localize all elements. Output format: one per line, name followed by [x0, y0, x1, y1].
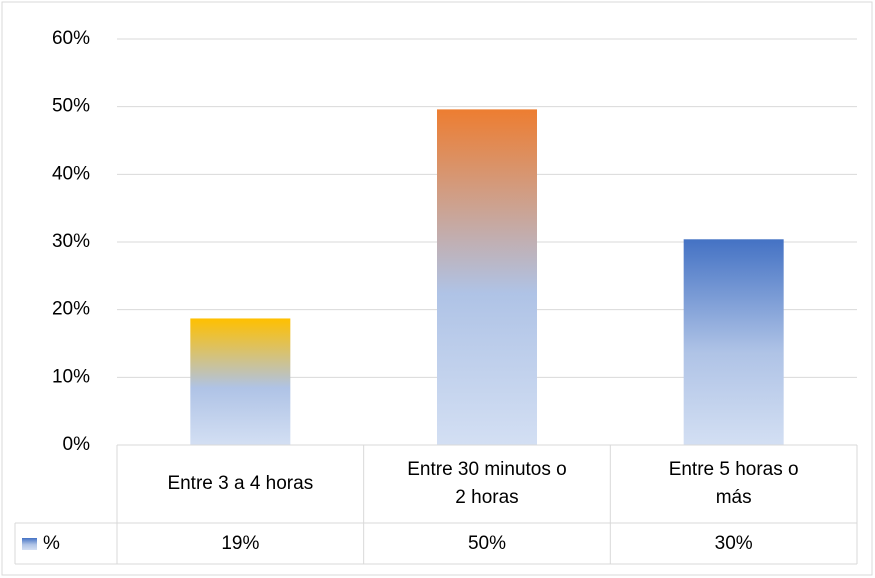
y-tick-label: 60% — [52, 28, 90, 49]
y-tick-label: 40% — [52, 163, 90, 184]
bar — [190, 318, 291, 445]
y-tick-label: 20% — [52, 299, 90, 320]
x-tick-label: Entre 30 minutos o 2 horas — [407, 459, 567, 508]
data-table-value: 50% — [467, 532, 506, 554]
legend-label: % — [43, 533, 60, 554]
y-tick-label: 50% — [52, 96, 90, 117]
data-table-value: 30% — [714, 532, 753, 554]
data-table-value: 19% — [221, 532, 260, 554]
y-tick-label: 10% — [52, 366, 90, 387]
x-tick-label: Entre 3 a 4 horas — [167, 473, 314, 494]
bar — [683, 239, 784, 445]
y-tick-label: 0% — [63, 434, 91, 455]
legend-key — [22, 538, 37, 550]
y-tick-label: 30% — [52, 231, 90, 252]
bar — [437, 109, 537, 445]
x-tick-label: Entre 5 horas o más — [668, 459, 799, 508]
